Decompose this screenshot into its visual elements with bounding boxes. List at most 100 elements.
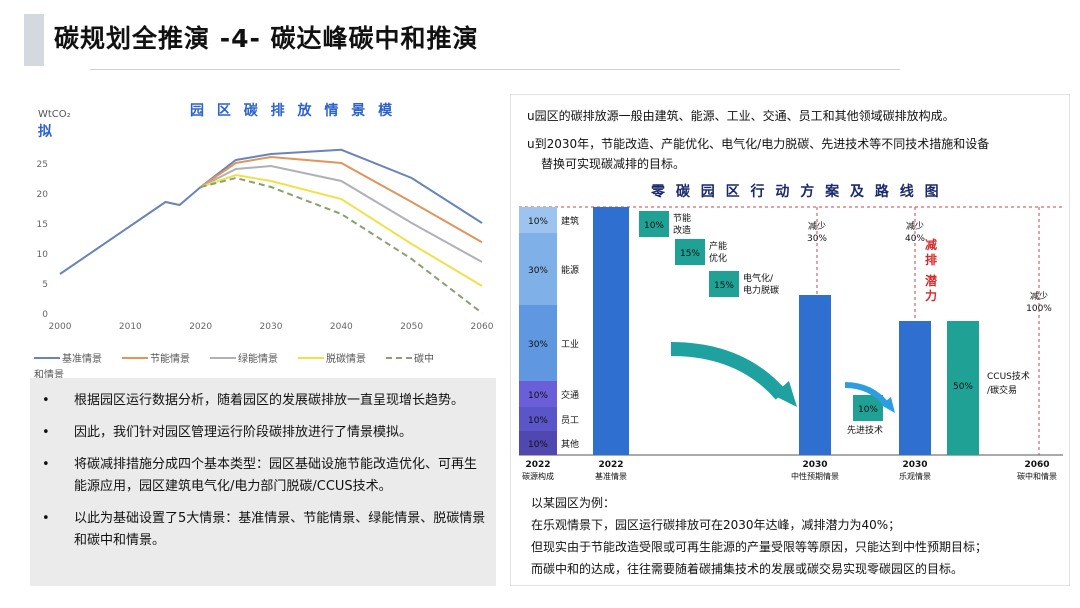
legend-swatch: [298, 356, 324, 359]
x-label-year: 2030: [802, 460, 827, 470]
legend-label: 绿能情景: [238, 354, 278, 365]
step-pct: 50%: [953, 382, 973, 392]
legend-item: 绿能情景: [210, 350, 278, 365]
composition-segment: [519, 305, 557, 381]
x-label-scenario: 碳源构成: [522, 471, 554, 481]
composition-pct: 30%: [528, 266, 548, 276]
legend-label: 基准情景: [62, 354, 102, 365]
reduction-value: 100%: [1026, 304, 1052, 314]
panel-text-line: u园区的碳排放源一般由建筑、能源、工业、交通、员工和其他领域碳排放构成。: [527, 109, 955, 123]
bullet-text: 将碳减排措施分成四个基本类型：园区基础设施节能改造优化、可再生能源应用，园区建筑…: [74, 457, 478, 494]
emission-scenario-svg: 0 5 10 15 20 25 2000 2010 2020 2030 2040 2050 2060: [37, 148, 494, 332]
x-label-year: 2022: [598, 460, 623, 470]
legend-item: 节能情景: [122, 350, 190, 365]
x-tick-label: 2030: [260, 322, 283, 332]
y-tick-label: 25: [37, 160, 48, 170]
legend-label: 碳中: [414, 354, 434, 365]
bullet-text: 以此为基础设置了5大情景：基准情景、节能情景、绿能情景、脱碳情景和碳中和情景。: [74, 511, 486, 548]
panel-text-line: u到2030年，节能改造、产能优化、电气化/电力脱碳、先进技术等不同技术措施和设…: [527, 137, 990, 151]
bullet-item: • 以此为基础设置了5大情景：基准情景、节能情景、绿能情景、脱碳情景和碳中和情景。: [40, 508, 488, 552]
step-label: 节能: [673, 212, 691, 224]
bullet-dot: •: [42, 457, 50, 472]
step-box: [709, 271, 739, 297]
example-line: 以某园区为例：: [531, 496, 616, 510]
x-label-scenario: 中性预期情景: [791, 471, 839, 481]
composition-pct: 10%: [528, 217, 548, 227]
baseline-bar: [593, 207, 629, 455]
x-label-scenario: 碳中和情景: [1017, 471, 1057, 481]
example-line: 但现实由于节能改造受限或可再生能源的产量受限等等原因，只能达到中性预期目标；: [531, 540, 988, 554]
trend-arrowhead: [881, 397, 895, 413]
chart-legend: 基准情景 节能情景 绿能情景 脱碳情景 碳中: [34, 350, 504, 365]
step-label: 改造: [673, 224, 691, 236]
example-line: 在乐观情景下，园区运行碳排放可在2030年达峰，减排潜力为40%；: [531, 518, 901, 532]
roadmap-panel: u园区的碳排放源一般由建筑、能源、工业、交通、员工和其他领域碳排放构成。 u到2…: [510, 94, 1070, 586]
step-pct: 15%: [680, 249, 700, 259]
bullet-dot: •: [42, 511, 50, 526]
step-box: [639, 211, 669, 237]
composition-segment: [519, 207, 557, 233]
x-tick-label: 2000: [49, 322, 72, 332]
step-label: 电力脱碳: [743, 284, 779, 296]
bullet-item: • 因此，我们针对园区管理运行阶段碳排放进行了情景模拟。: [40, 422, 488, 444]
series-line: [200, 173, 483, 287]
step-box: [675, 239, 705, 265]
potential-char: 力: [925, 288, 937, 303]
reduction-label: 减少: [1030, 290, 1048, 302]
series-line: [59, 148, 483, 275]
legend-wrap-text: 和情景: [34, 370, 64, 381]
panel-text-line: 替换可实现碳减排的目标。: [541, 157, 686, 171]
x-tick-label: 2050: [400, 322, 423, 332]
composition-segment: [519, 233, 557, 305]
neutral-2030-bar: [799, 295, 831, 455]
composition-pct: 10%: [528, 391, 548, 401]
step-label: CCUS技术: [987, 370, 1030, 382]
trend-arrow: [844, 382, 890, 407]
legend-item: 碳中: [386, 350, 434, 365]
composition-label: 能源: [561, 264, 579, 276]
series-line: [200, 164, 483, 263]
legend-swatch: [210, 356, 236, 359]
summary-bullets: • 根据园区运行数据分析，随着园区的发展碳排放一直呈现增长趋势。 • 因此，我们针对…: [30, 378, 496, 586]
trend-arrow: [670, 342, 787, 400]
step-pct: 15%: [714, 281, 734, 291]
step-label: 产能: [709, 240, 727, 252]
reduction-value: 30%: [807, 234, 827, 244]
title-accent-bar: [24, 14, 44, 66]
composition-label: 其他: [561, 438, 579, 450]
y-tick-label: 15: [37, 220, 48, 230]
composition-segment: [519, 431, 557, 455]
potential-char: 减: [925, 237, 937, 252]
step-pct: 10%: [858, 405, 878, 415]
roadmap-title: 零 碳 园 区 行 动 方 案 及 路 线 图: [651, 184, 942, 200]
legend-label: 脱碳情景: [326, 354, 366, 365]
reduction-value: 40%: [905, 234, 925, 244]
series-line: [200, 176, 483, 314]
y-tick-label: 0: [42, 310, 48, 320]
title-divider: [90, 69, 900, 70]
legend-swatch: [386, 356, 412, 359]
bullet-dot: •: [42, 393, 50, 408]
composition-pct: 30%: [528, 340, 548, 350]
y-tick-label: 20: [37, 190, 49, 200]
step-label: 电气化/: [743, 272, 774, 284]
bullet-dot: •: [42, 425, 50, 440]
step-label: 优化: [709, 252, 727, 264]
x-tick-label: 2040: [330, 322, 353, 332]
bullet-text: 因此，我们针对园区管理运行阶段碳排放进行了情景模拟。: [74, 425, 413, 440]
composition-label: 工业: [561, 339, 579, 350]
x-label-scenario: 乐观情景: [899, 471, 931, 481]
trend-arrowhead: [773, 381, 797, 407]
legend-item: 基准情景: [34, 350, 102, 365]
composition-label: 员工: [561, 415, 579, 426]
x-label-scenario: 基准情景: [595, 471, 627, 481]
emission-scenario-chart: 0 5 10 15 20 25 2000 2010 2020 2030 2040 2050 2060 W…: [30, 95, 500, 375]
x-label-year: 2030: [902, 460, 927, 470]
page-title: 碳规划全推演 -4- 碳达峰碳中和推演: [54, 24, 479, 53]
step-pct: 10%: [644, 221, 664, 231]
x-label-year: 2022: [525, 460, 550, 470]
composition-label: 建筑: [561, 215, 579, 227]
series-line: [200, 155, 483, 244]
bullet-item: • 根据园区运行数据分析，随着园区的发展碳排放一直呈现增长趋势。: [40, 390, 488, 412]
composition-pct: 10%: [528, 416, 548, 426]
